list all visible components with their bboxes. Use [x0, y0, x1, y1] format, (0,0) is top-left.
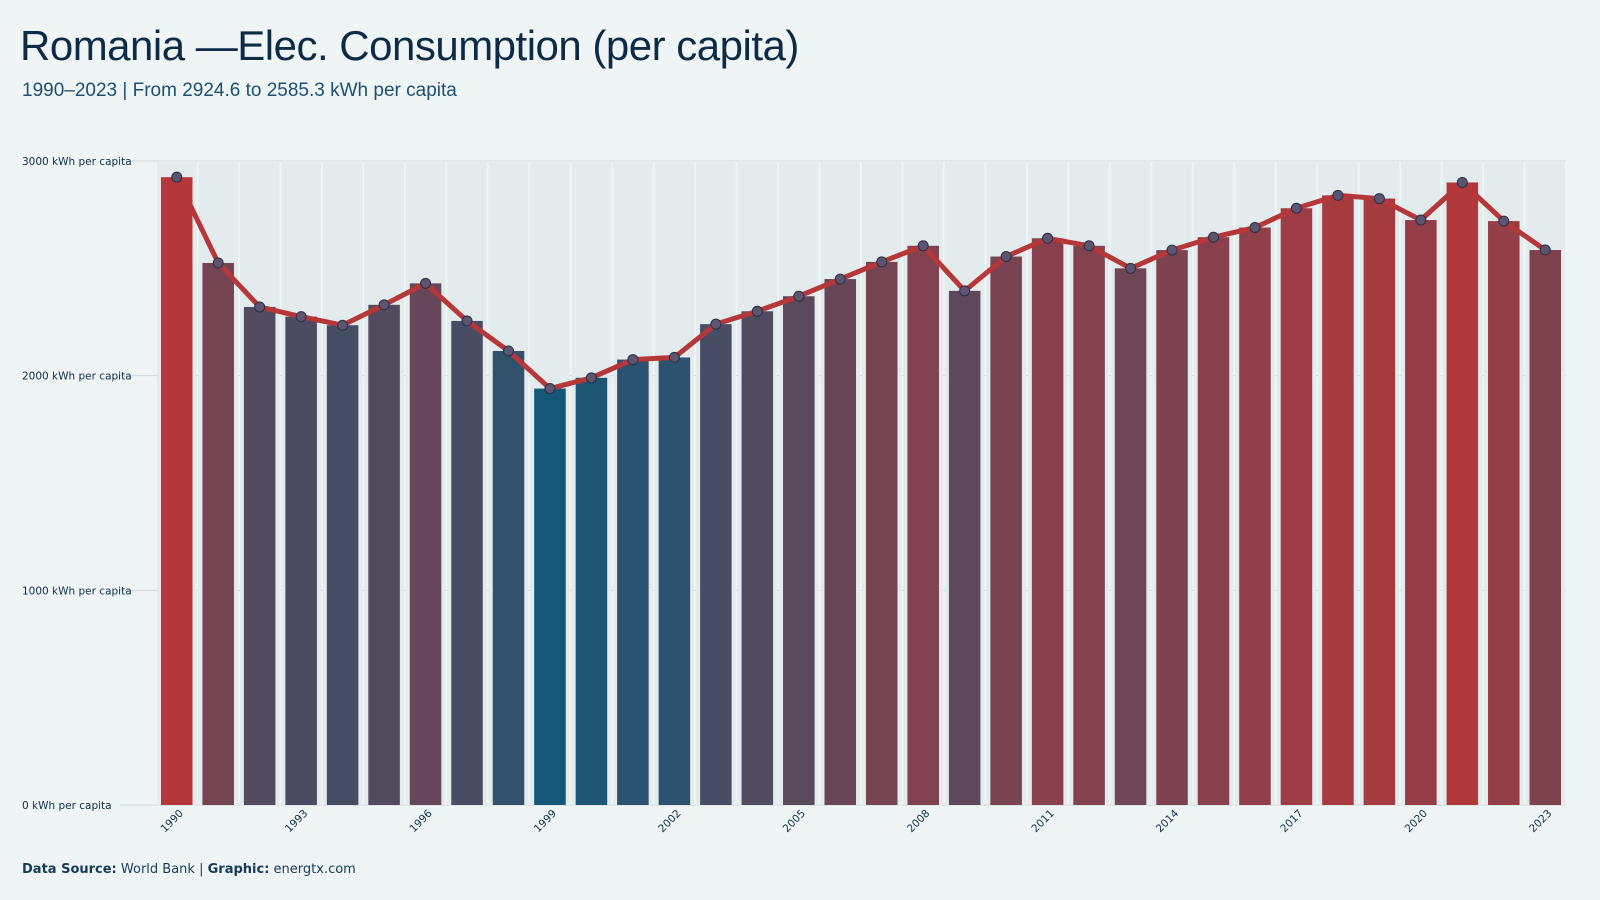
x-tick-label: 1996 [407, 807, 435, 835]
bar [617, 359, 649, 805]
bar [1488, 221, 1520, 805]
bar [783, 296, 815, 805]
bar [368, 304, 400, 805]
y-tick-label: 0 kWh per capita [22, 800, 112, 812]
data-point [917, 240, 929, 252]
bar [948, 290, 981, 806]
bar [1529, 250, 1562, 805]
data-point [337, 319, 349, 331]
bar [202, 262, 234, 805]
trend-line [174, 174, 1548, 392]
points [171, 171, 1551, 395]
data-point [171, 171, 183, 183]
bar [492, 350, 525, 805]
graphic-value: energtx.com [273, 862, 356, 877]
x-tick-label: 2011 [1029, 808, 1056, 835]
data-point [876, 256, 888, 268]
data-point [1083, 240, 1095, 252]
data-point [1000, 251, 1012, 263]
series-line [174, 174, 1548, 392]
y-tick-label: 1000 kWh per capita [22, 585, 132, 597]
data-point [1456, 176, 1468, 188]
data-point [627, 354, 639, 366]
bar [1446, 182, 1479, 805]
x-tick-label: 1990 [159, 808, 186, 835]
bar [326, 325, 359, 805]
data-point [1208, 231, 1219, 243]
bar [243, 306, 276, 805]
data-point [793, 290, 805, 302]
data-point [585, 372, 597, 384]
source-label: Data Source: [22, 862, 117, 877]
data-point [1249, 222, 1261, 234]
bar [1239, 227, 1271, 806]
bar [700, 324, 732, 805]
data-point [295, 311, 307, 323]
bar [1322, 195, 1354, 805]
data-point [834, 273, 846, 285]
bar [1363, 198, 1396, 806]
x-tick-label: 2014 [1154, 807, 1182, 835]
bars [157, 161, 1565, 806]
graphic-label: Graphic: [207, 862, 270, 877]
data-point [420, 277, 432, 289]
data-point [378, 299, 390, 311]
x-tick-label: 2008 [905, 808, 932, 835]
data-point [461, 315, 473, 327]
data-point [1539, 244, 1551, 256]
data-point [544, 383, 556, 395]
source-caption: Data Source: World Bank | Graphic: energ… [22, 862, 356, 877]
data-point [1042, 232, 1054, 244]
y-axis-labels: 0 kWh per capita 1000 kWh per capita 2000 … [22, 156, 132, 812]
bar [575, 377, 608, 805]
data-point [1125, 262, 1137, 274]
source-value: World Bank [120, 862, 195, 877]
bar [658, 357, 691, 805]
bar [990, 256, 1022, 805]
data-point [959, 285, 971, 297]
x-tick-label: 2023 [1527, 808, 1554, 835]
x-tick-label: 2020 [1403, 808, 1430, 835]
x-tick-label: 2017 [1278, 808, 1305, 835]
y-tick-label: 2000 kWh per capita [22, 371, 132, 383]
x-tick-label: 1999 [532, 808, 559, 835]
data-point [710, 318, 722, 330]
bar [1280, 208, 1313, 805]
data-point [254, 301, 266, 313]
bar [451, 320, 483, 805]
data-point [1415, 214, 1427, 226]
bar [1114, 268, 1147, 805]
bar [285, 316, 317, 805]
data-point [1373, 193, 1385, 205]
chart-title: Romania —Elec. Consumption (per capita) [20, 22, 799, 69]
bar [741, 311, 774, 805]
x-tick-label: 1993 [283, 808, 310, 835]
bar [1073, 245, 1105, 805]
x-tick-label: 2005 [781, 808, 808, 835]
bar [160, 177, 193, 806]
bar [865, 261, 898, 806]
bar [1031, 238, 1064, 805]
bar [1156, 250, 1188, 805]
data-point [1166, 244, 1178, 256]
bar [409, 283, 442, 805]
bar [907, 245, 939, 805]
bar [1405, 220, 1437, 806]
x-axis-labels: 1990 1993 1996 1999 2002 2005 2008 2011 2014 2017… [159, 807, 1555, 835]
caption-separator: | [199, 862, 204, 877]
data-point [503, 345, 514, 357]
bar [534, 388, 566, 805]
data-point [212, 257, 224, 269]
data-point [1332, 189, 1344, 201]
y-tick-label: 3000 kWh per capita [22, 156, 132, 168]
data-point [751, 305, 763, 317]
data-point [1498, 215, 1510, 227]
data-point [1290, 202, 1302, 214]
bar [824, 279, 857, 806]
bar [1197, 237, 1230, 805]
data-point [668, 351, 680, 363]
chart-subtitle: 1990–2023 | From 2924.6 to 2585.3 kWh pe… [22, 80, 457, 101]
x-tick-label: 2002 [656, 808, 683, 835]
